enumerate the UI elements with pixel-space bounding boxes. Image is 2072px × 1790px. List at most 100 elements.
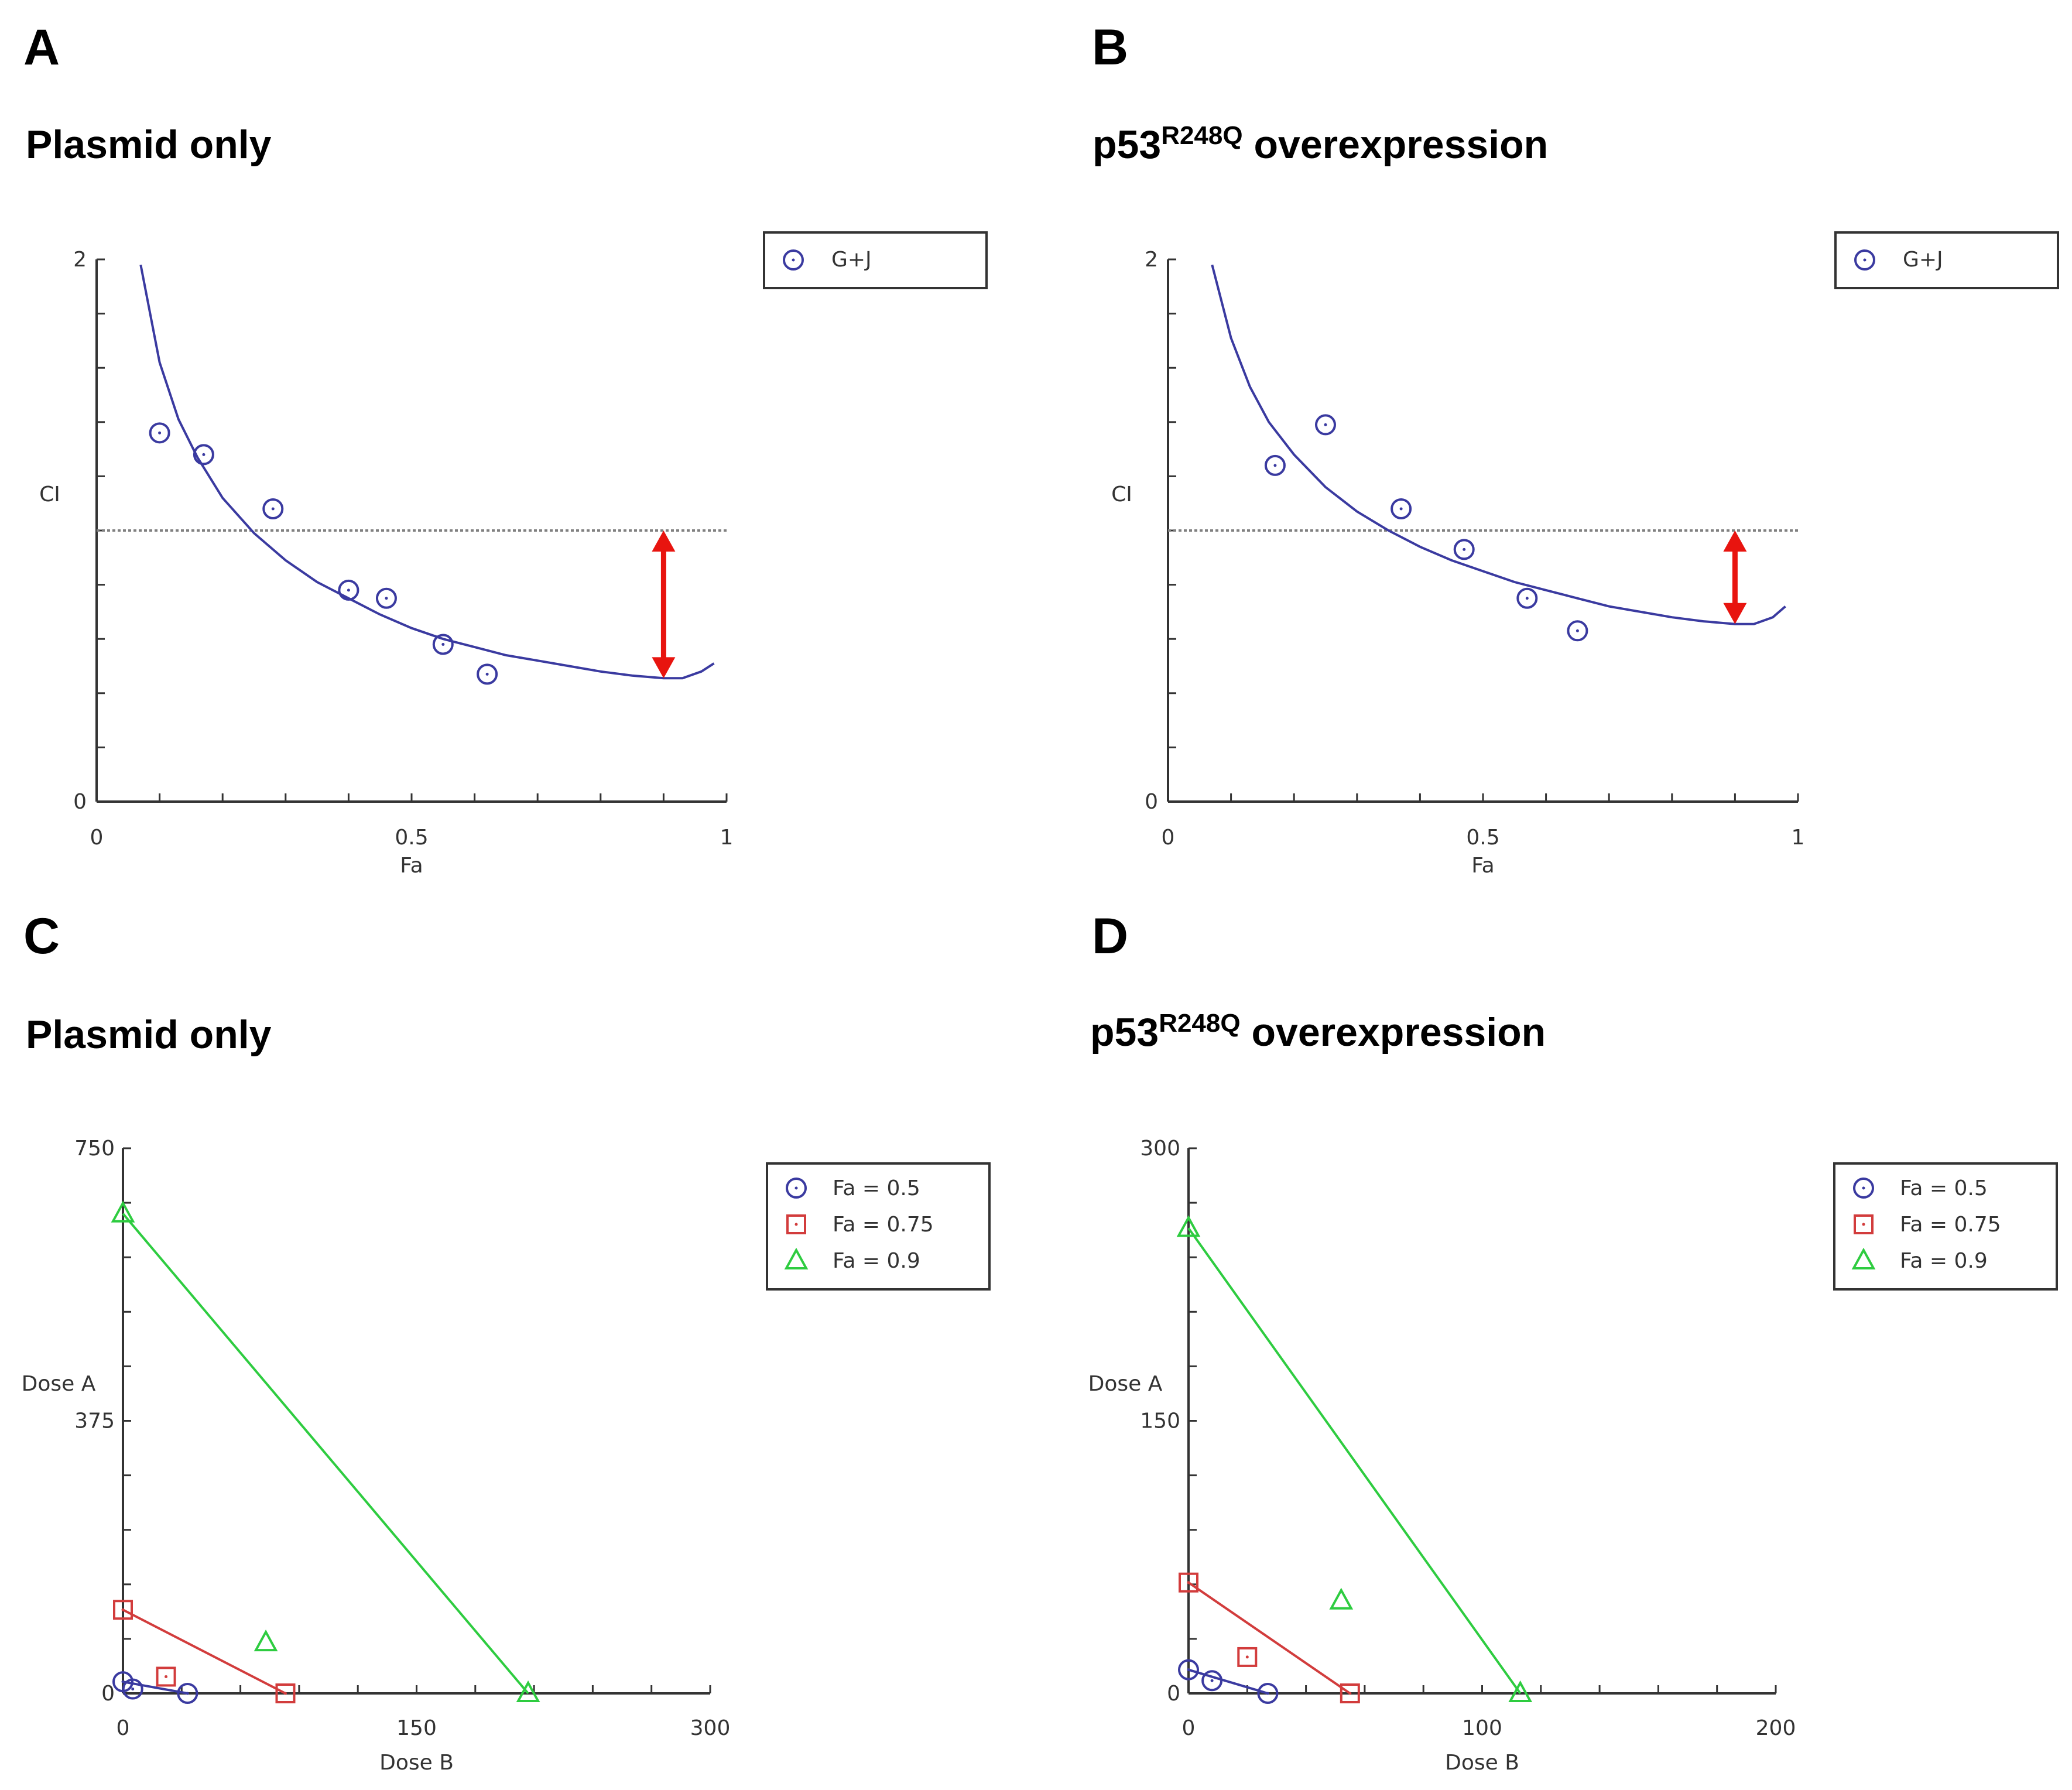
legend-marker: [786, 1214, 806, 1234]
arrow-head-up: [652, 531, 676, 552]
panel-a-title: Plasmid only: [26, 122, 272, 167]
arrow-head-down: [652, 657, 676, 679]
y-tick-label: 375: [74, 1409, 115, 1433]
isobole-endpoint-dot: [1348, 1692, 1352, 1695]
ci-plot-a: 0 0.5 1 0 2 Fa CI G+J: [39, 231, 988, 878]
ci-data-point: [477, 663, 498, 685]
isobole-endpoint-dot: [121, 1680, 125, 1683]
y-axis-label: Dose A: [22, 1372, 96, 1396]
ci-data-point-dot: [1463, 547, 1466, 551]
x-tick-label: 0: [1162, 826, 1175, 850]
legend-label: Fa = 0.9: [833, 1249, 920, 1273]
isobole-endpoint: [1178, 1659, 1199, 1681]
ci-data-point: [262, 498, 284, 519]
ci-data-point: [193, 444, 214, 466]
ci-data-point-dot: [485, 672, 489, 676]
ci-plot-b: 0 0.5 1 0 2 Fa CI G+J: [1111, 231, 2059, 878]
ci-data-point-dot: [1525, 597, 1529, 600]
legend: G+J: [763, 231, 988, 289]
ci-data-point-dot: [1273, 464, 1277, 467]
legend: Fa = 0.5 Fa = 0.75 Fa = 0.9: [766, 1162, 991, 1291]
panel-d: D p53R248Q overexpression 0 100 200 0 150 300…: [1088, 908, 2058, 1775]
y-axis-label: CI: [39, 482, 60, 506]
ci-data-point: [375, 587, 397, 609]
y-tick-label: 2: [73, 248, 87, 272]
x-tick-label: 1: [1792, 826, 1805, 850]
x-axis-label: Fa: [1471, 854, 1494, 878]
legend-label: Fa = 0.75: [1900, 1213, 2001, 1237]
combination-point-dot: [131, 1688, 135, 1691]
isobole-endpoint: [516, 1680, 540, 1702]
isobole-endpoint-dot: [121, 1608, 125, 1611]
panel-letter-c: C: [23, 908, 60, 964]
isobole-endpoint: [111, 1200, 135, 1223]
legend-box: [763, 231, 988, 289]
ci-data-point: [1264, 454, 1286, 476]
isobole-line: [122, 1608, 286, 1695]
combination-point: [1237, 1647, 1258, 1667]
y-tick-label: 0: [1145, 790, 1158, 814]
isobole-line: [1187, 1227, 1522, 1695]
ci-data-point-dot: [347, 588, 350, 592]
legend-label: G+J: [1903, 248, 1943, 272]
panel-b: B p53R248Q overexpression 0 0.5 1 0 2 Fa CI G+J: [1092, 19, 2059, 878]
ci-data-point: [432, 634, 454, 655]
legend-marker-dot: [1862, 1186, 1865, 1190]
legend-marker-dot: [1863, 258, 1866, 262]
isobole-endpoint-dot: [186, 1692, 189, 1695]
panel-letter-a: A: [23, 19, 60, 76]
combination-point-dot: [1210, 1679, 1214, 1682]
ci-fit-curve: [139, 264, 715, 680]
isobole-endpoint: [1340, 1683, 1360, 1703]
x-tick-label: 0: [117, 1716, 130, 1740]
isobole-endpoint: [1179, 1572, 1198, 1593]
ci-fit-curve: [1211, 264, 1786, 625]
panel-c-title: Plasmid only: [26, 1012, 272, 1057]
x-tick-label: 0: [1182, 1716, 1196, 1740]
legend-marker: [1854, 1214, 1874, 1234]
y-axis-label: CI: [1111, 482, 1132, 506]
x-axis-label: Fa: [400, 854, 423, 878]
isobole-endpoint: [177, 1683, 198, 1704]
legend-marker-dot: [794, 1223, 798, 1226]
y-tick-label: 2: [1145, 248, 1158, 272]
y-tick-label: 750: [74, 1137, 115, 1161]
y-tick-label: 150: [1140, 1409, 1180, 1433]
isobole-endpoint: [1257, 1683, 1279, 1704]
panel-a: A Plasmid only 0 0.5 1 0 2 Fa CI G+J: [23, 19, 988, 878]
x-axis-label: Dose B: [1445, 1751, 1519, 1775]
combination-point-dot: [165, 1675, 168, 1678]
panel-b-title: p53R248Q overexpression: [1092, 121, 1548, 167]
x-tick-label: 300: [690, 1716, 731, 1740]
isobole-endpoint: [275, 1683, 296, 1703]
ci-data-point: [1315, 414, 1336, 436]
isobole-line: [122, 1681, 188, 1695]
arrow-head-down: [1723, 603, 1747, 624]
panel-d-title: p53R248Q overexpression: [1090, 1009, 1546, 1055]
isobole-endpoint-dot: [1266, 1692, 1269, 1695]
legend-marker: [1854, 249, 1875, 271]
combination-point: [254, 1629, 278, 1652]
legend-box: [1834, 231, 2059, 289]
ci-data-point-dot: [158, 431, 162, 434]
legend-label: Fa = 0.75: [833, 1213, 934, 1237]
x-tick-label: 0.5: [1466, 826, 1499, 850]
panel-c: C Plasmid only 0 150 300 0 375 750 Dose B Dose …: [22, 908, 991, 1775]
legend-marker: [783, 249, 804, 271]
ci-data-point-dot: [1324, 423, 1327, 426]
isobole-line: [1187, 1582, 1351, 1695]
ci-data-point-dot: [271, 507, 275, 511]
x-tick-label: 100: [1462, 1716, 1502, 1740]
isobole-endpoint-dot: [1187, 1668, 1190, 1672]
combination-point-dot: [1245, 1655, 1249, 1659]
ci-data-point-dot: [385, 597, 388, 600]
x-tick-label: 0.5: [395, 826, 428, 850]
legend-label: G+J: [831, 248, 872, 272]
ci-data-point: [1567, 620, 1588, 642]
ci-data-point: [1453, 539, 1475, 560]
combination-point: [1329, 1587, 1354, 1610]
legend-marker-dot: [1862, 1223, 1865, 1226]
panel-letter-d: D: [1092, 908, 1128, 964]
